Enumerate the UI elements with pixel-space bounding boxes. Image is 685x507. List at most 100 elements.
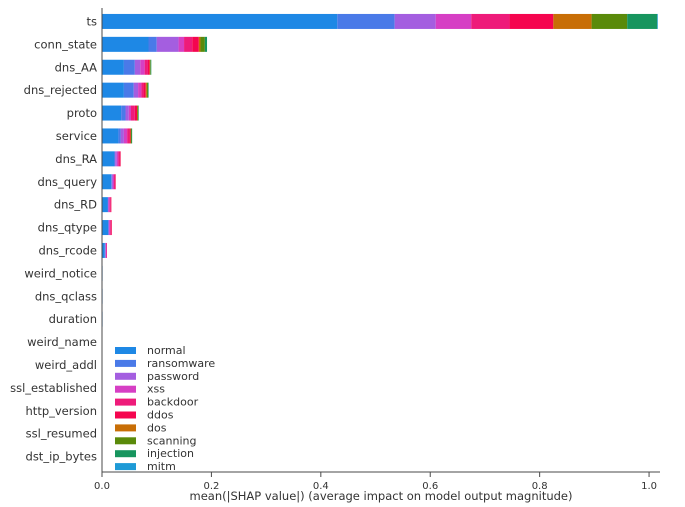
bar-segment-dns-ra-xss <box>116 151 119 167</box>
bar-segment-dns-rcode-password <box>105 242 106 258</box>
bar-segment-dns-qtype-ddos <box>111 220 112 236</box>
bar-segment-service-password <box>120 128 124 144</box>
bar-segment-service-injection <box>131 128 133 144</box>
bar-segment-service-normal <box>102 128 119 144</box>
legend-item-scanning: scanning <box>115 434 196 447</box>
bar-segment-proto-normal <box>102 105 122 121</box>
bar-segment-dns-aa-password <box>134 59 141 75</box>
bar-segment-conn-state-backdoor <box>184 36 193 52</box>
feature-label-duration: duration <box>49 312 97 326</box>
bar-segment-ts-dos <box>553 13 592 29</box>
bar-segment-proto-password <box>125 105 129 121</box>
bar-segment-ts-backdoor <box>471 13 510 29</box>
bar-segment-dns-rejected-ddos <box>143 82 146 98</box>
bar-segment-dns-aa-dos <box>149 59 151 75</box>
bar-segment-ts-ransomware <box>337 13 395 29</box>
bar-segment-ts-normal <box>102 13 338 29</box>
x-axis-title: mean(|SHAP value|) (average impact on mo… <box>190 489 573 503</box>
legend-swatch <box>115 411 136 419</box>
bar-segment-ts-injection <box>627 13 658 29</box>
legend-item-ddos: ddos <box>115 409 174 422</box>
bar-segment-dns-rcode-backdoor <box>106 242 107 258</box>
bar-segment-dns-aa-xss <box>140 59 145 75</box>
plot-area <box>102 13 658 327</box>
bar-segment-dns-query-backdoor <box>114 174 116 190</box>
legend-swatch <box>115 450 136 458</box>
bar-segment-proto-ransomware <box>121 105 126 121</box>
feature-label-dns-ra: dns_RA <box>55 152 97 166</box>
legend-swatch <box>115 463 136 471</box>
legend-label: normal <box>147 344 186 357</box>
bar-segment-service-xss <box>123 128 128 144</box>
legend-swatch <box>115 424 136 432</box>
x-tick-label: 0.0 <box>94 481 110 492</box>
legend-item-ransomware: ransomware <box>115 357 215 370</box>
bar-segment-dns-rcode-xss <box>105 242 107 258</box>
legend-swatch <box>115 437 136 445</box>
legend-label: backdoor <box>147 396 199 409</box>
bar-segment-conn-state-ransomware <box>148 36 157 52</box>
bar-segment-dns-rd-normal <box>102 197 108 213</box>
bar-segment-dns-aa-ransomware <box>123 59 135 75</box>
legend-item-xss: xss <box>115 383 165 396</box>
bar-segment-conn-state-dos <box>198 36 201 52</box>
legend-item-mitm: mitm <box>115 460 176 473</box>
bar-segment-dns-ra-backdoor <box>118 151 121 167</box>
bar-segment-ts-mitm <box>657 13 658 29</box>
feature-label-ssl-established: ssl_established <box>10 381 97 395</box>
bar-row-dns-aa <box>102 59 152 75</box>
legend-swatch <box>115 398 136 406</box>
feature-label-http-version: http_version <box>26 404 97 418</box>
bar-segment-conn-state-normal <box>102 36 149 52</box>
feature-label-ts: ts <box>86 14 97 28</box>
bar-segment-ts-password <box>394 13 436 29</box>
bar-segment-service-ddos <box>129 128 131 144</box>
bar-segment-dns-query-normal <box>102 174 112 190</box>
feature-label-dns-rd: dns_RD <box>54 198 97 212</box>
bar-segment-dns-rejected-dos <box>145 82 147 98</box>
legend-swatch <box>115 372 136 380</box>
bar-row-service <box>102 128 133 144</box>
feature-label-dns-rcode: dns_rcode <box>38 243 97 257</box>
bar-segment-ts-ddos <box>509 13 554 29</box>
legend-swatch <box>115 359 136 367</box>
bar-segment-service-scanning <box>130 128 132 144</box>
bar-segment-ts-scanning <box>591 13 628 29</box>
bar-segment-dns-ra-ddos <box>120 151 121 167</box>
bar-segment-dns-qtype-normal <box>102 220 109 236</box>
bar-segment-proto-scanning <box>137 105 139 121</box>
legend-label: mitm <box>147 460 176 473</box>
bar-segment-dns-rd-xss <box>108 197 110 213</box>
bar-row-dns-ra <box>102 151 121 167</box>
feature-label-ssl-resumed: ssl_resumed <box>26 427 97 441</box>
legend-swatch <box>115 385 136 393</box>
bar-segment-dns-rejected-password <box>133 82 139 98</box>
bar-segment-conn-state-ddos <box>192 36 199 52</box>
bar-segment-conn-state-password <box>156 36 179 52</box>
bar-segment-dns-rd-ransomware <box>107 197 109 213</box>
legend-label: scanning <box>147 434 196 447</box>
x-tick-label: 0.6 <box>422 481 438 492</box>
x-tick-label: 0.4 <box>313 481 329 492</box>
bar-segment-proto-injection <box>138 105 139 121</box>
bar-segment-ts-xss <box>435 13 472 29</box>
legend-label: injection <box>147 447 194 460</box>
bar-segment-dns-rd-password <box>108 197 109 213</box>
bar-segment-proto-ddos <box>134 105 138 121</box>
bar-segment-dns-aa-backdoor <box>144 59 148 75</box>
bar-segment-dns-aa-injection <box>150 59 152 75</box>
feature-label-dns-qtype: dns_qtype <box>38 221 97 235</box>
bar-row-ts <box>102 13 658 29</box>
bar-segment-proto-xss <box>128 105 131 121</box>
bar-segment-dns-query-ddos <box>115 174 116 190</box>
feature-label-dns-query: dns_query <box>37 175 97 189</box>
feature-label-weird-notice: weird_notice <box>24 266 97 280</box>
feature-label-service: service <box>56 129 97 143</box>
feature-label-dst-ip-bytes: dst_ip_bytes <box>26 450 97 464</box>
bar-segment-dns-rejected-xss <box>138 82 142 98</box>
bar-segment-dns-qtype-backdoor <box>110 220 112 236</box>
bar-segment-proto-backdoor <box>130 105 135 121</box>
bar-row-dns-query <box>102 174 116 190</box>
